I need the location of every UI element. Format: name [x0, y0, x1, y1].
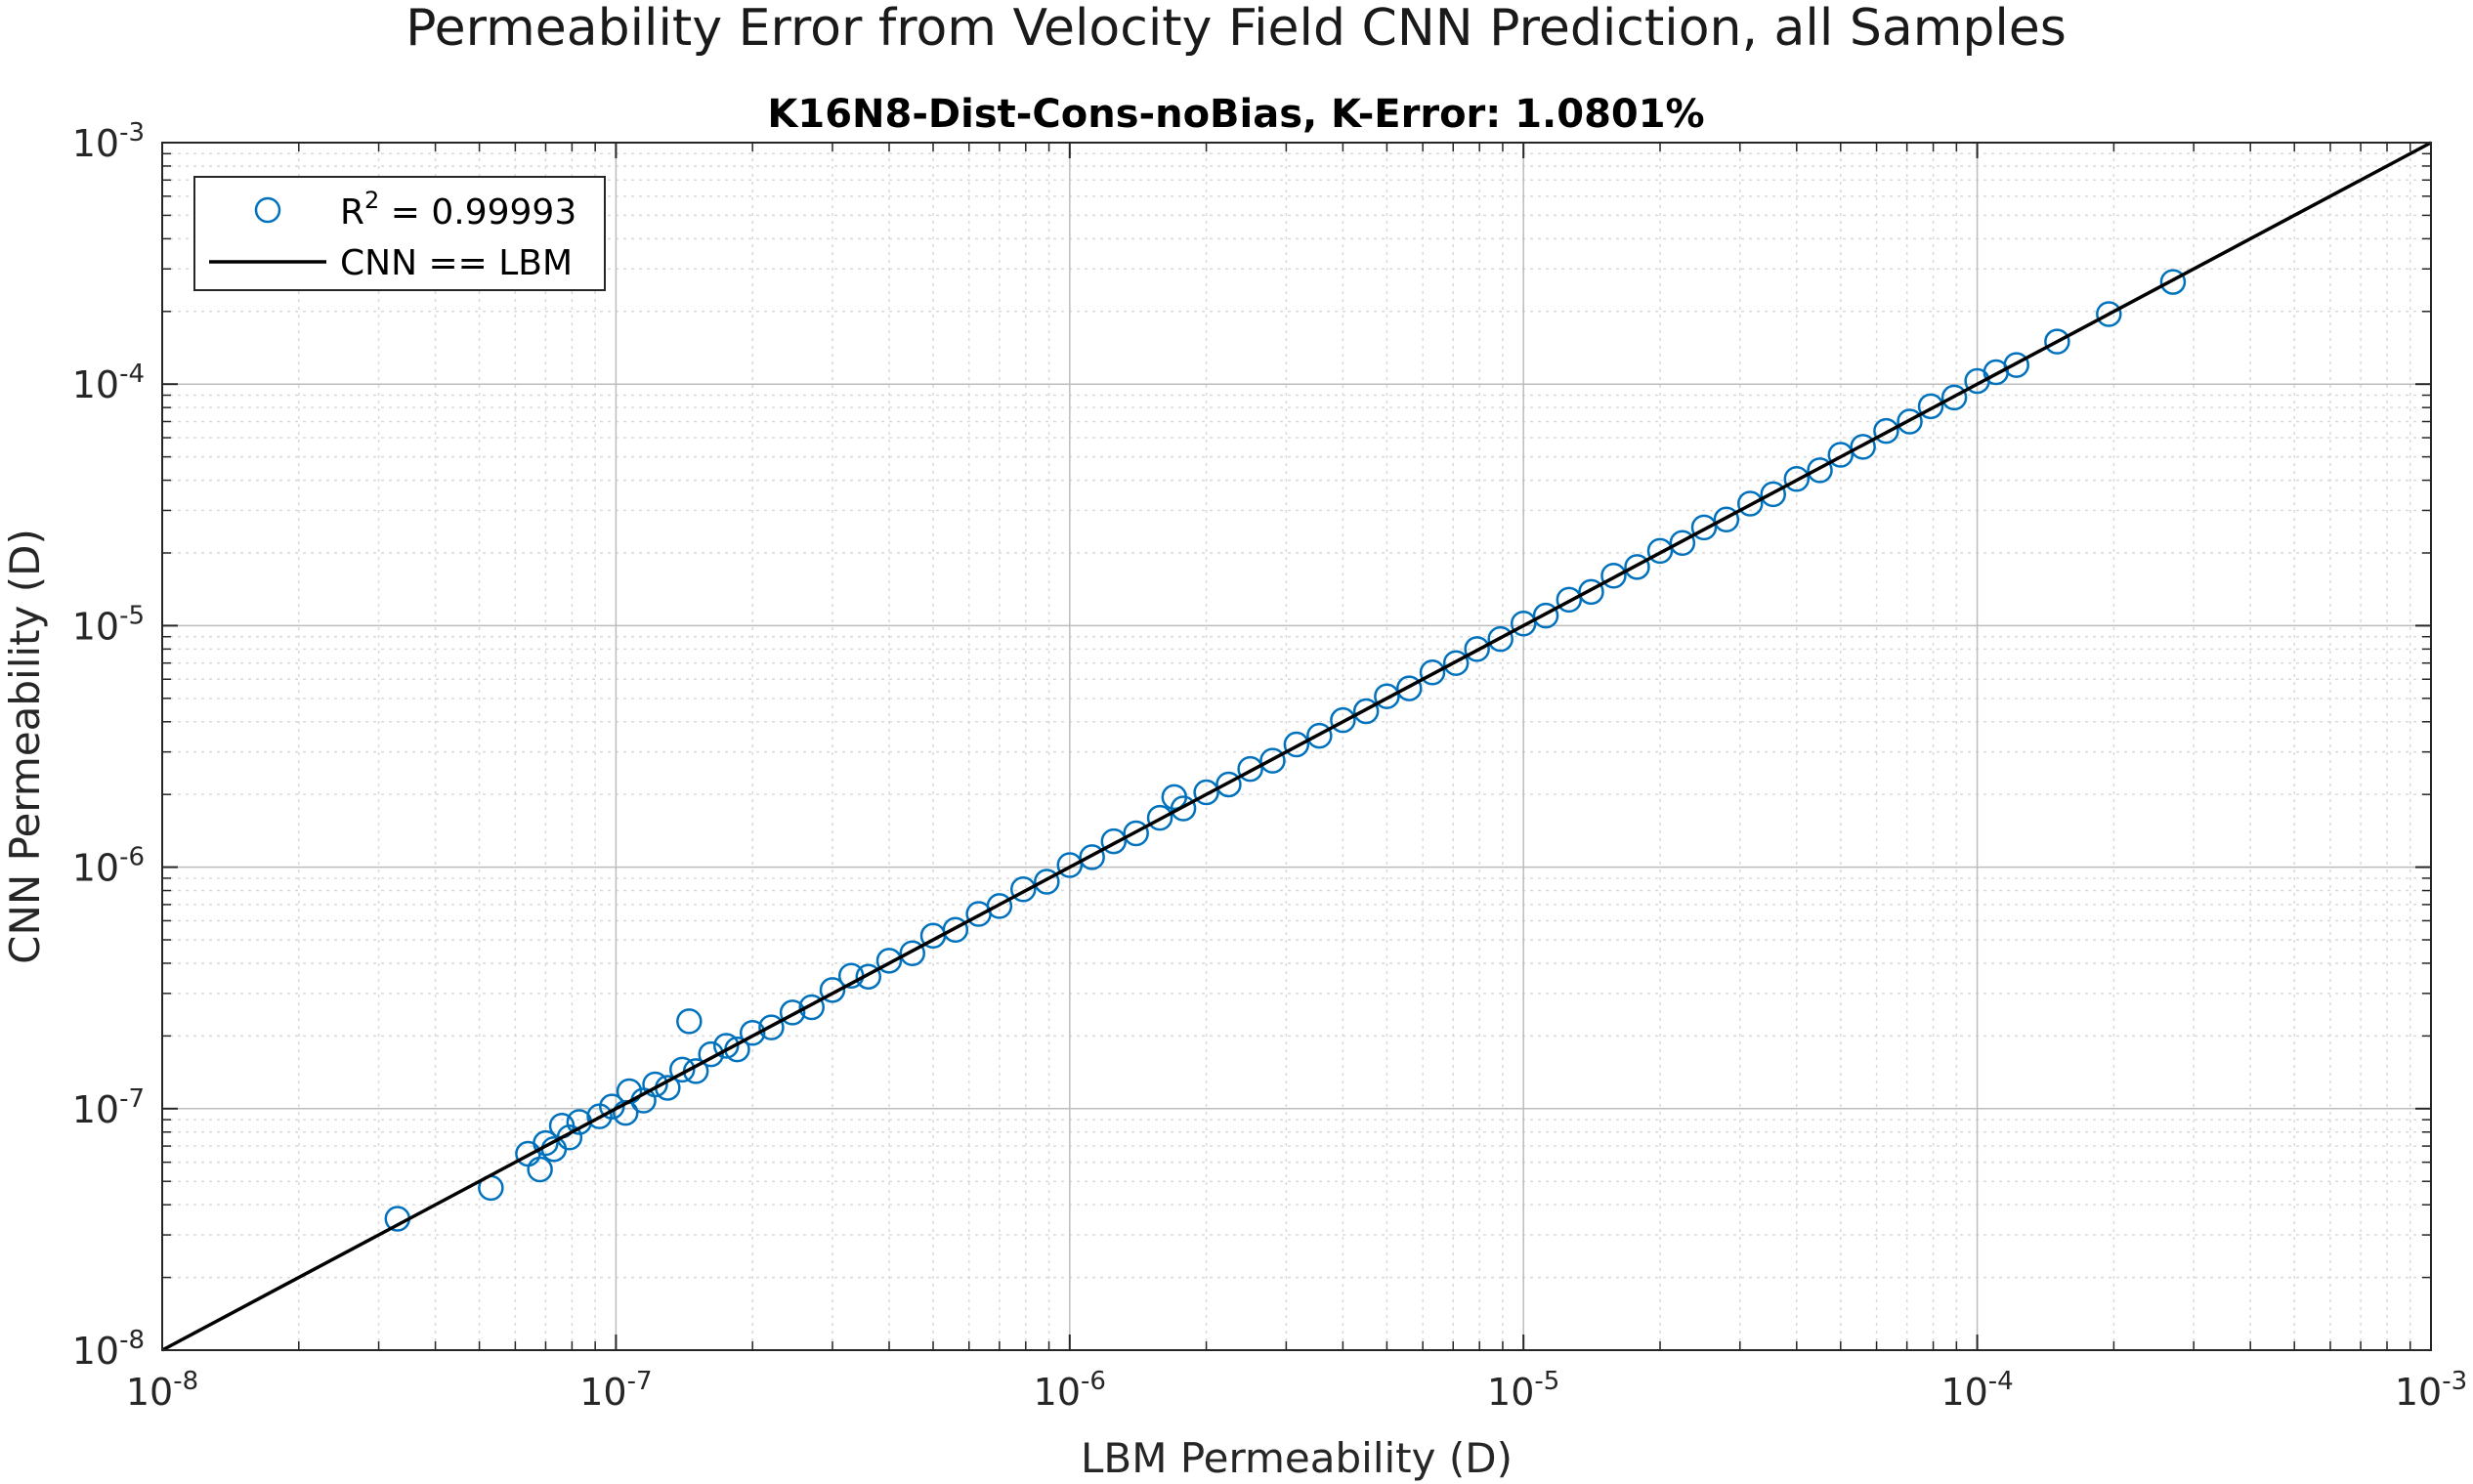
identity-line [161, 141, 2432, 1352]
data-point [1669, 530, 1696, 557]
data-point [669, 1056, 696, 1083]
y-tick-label: 10-7 [72, 1084, 145, 1131]
data-point [1283, 731, 1310, 758]
data-point [1532, 602, 1559, 629]
data-point [1010, 875, 1037, 903]
data-point [1259, 747, 1286, 774]
data-point [986, 893, 1013, 919]
data-point [942, 916, 969, 944]
data-point [1850, 434, 1876, 460]
x-tick-label: 10-3 [2395, 1367, 2467, 1414]
x-tick-labels: 10-8 10-7 10-6 10-5 10-4 10-3 [126, 1367, 2467, 1414]
data-point [1783, 465, 1811, 492]
data-point [1713, 506, 1740, 533]
y-tick-label: 10-5 [72, 601, 145, 648]
legend-r-value: = 0.99993 [379, 192, 576, 233]
data-point [1940, 384, 1968, 411]
data-point [819, 977, 846, 1003]
y-tick-label: 10-8 [72, 1326, 145, 1373]
chart-subtitle: K16N8-Dist-Cons-noBias, K-Error: 1.0801% [767, 92, 1704, 137]
y-axis-label: CNN Permeability (D) [1, 529, 49, 964]
data-point [2003, 352, 2029, 378]
data-point [739, 1019, 766, 1046]
chart-title: Permeability Error from Velocity Field C… [405, 0, 2067, 58]
data-point [1464, 636, 1490, 662]
y-tick-label: 10-6 [72, 843, 145, 890]
data-point [855, 963, 881, 990]
y-tick-labels: 10-8 10-7 10-6 10-5 10-4 10-3 [72, 118, 145, 1373]
data-point [1193, 779, 1219, 806]
scatter-series [384, 269, 2187, 1232]
legend-box [193, 176, 606, 291]
data-point [1419, 659, 1446, 686]
data-point [798, 994, 825, 1021]
data-point [1056, 852, 1084, 878]
data-point [698, 1040, 724, 1068]
data-point [1510, 611, 1537, 637]
data-point [527, 1156, 553, 1183]
data-point [642, 1071, 668, 1098]
data-point [1556, 586, 1583, 614]
data-point [779, 999, 806, 1026]
data-point [1396, 675, 1423, 701]
x-tick-label: 10-4 [1940, 1367, 2013, 1414]
data-point [1330, 706, 1356, 734]
data-point [1578, 578, 1604, 606]
data-point [1442, 650, 1470, 676]
data-point [1237, 755, 1263, 783]
data-point [1917, 393, 1944, 420]
data-point [1146, 804, 1173, 831]
data-point [1079, 844, 1105, 870]
data-point [1737, 490, 1764, 517]
data-point [2159, 269, 2187, 295]
data-point [1306, 722, 1333, 749]
legend-circle-marker [254, 196, 281, 224]
data-point [713, 1033, 740, 1059]
data-point [1807, 457, 1833, 484]
data-point [1690, 514, 1718, 541]
data-point [1100, 827, 1128, 855]
data-point [1034, 869, 1060, 895]
data-point [2044, 328, 2070, 355]
data-point [1827, 442, 1855, 468]
data-point [1170, 795, 1197, 822]
x-tick-label: 10-7 [579, 1367, 652, 1414]
data-point [1374, 683, 1400, 709]
y-tick-label: 10-4 [72, 360, 145, 406]
data-point [533, 1129, 559, 1157]
data-point [899, 940, 926, 966]
data-point [1487, 625, 1514, 653]
legend: R2 = 0.99993 CNN == LBM [193, 176, 606, 291]
data-point [1873, 417, 1899, 445]
data-point [1646, 537, 1674, 565]
data-point [875, 948, 903, 974]
x-axis-label: LBM Permeability (D) [1081, 1434, 1513, 1482]
data-point [1215, 771, 1242, 798]
x-tick-label: 10-6 [1034, 1367, 1106, 1414]
minor-grid [162, 143, 2431, 1350]
axis-ticks [161, 142, 2432, 1351]
data-point [1624, 554, 1650, 580]
data-point [1600, 563, 1627, 589]
x-tick-label: 10-5 [1487, 1367, 1559, 1414]
legend-entry-identity: CNN == LBM [340, 243, 573, 283]
axes-box [161, 142, 2432, 1351]
x-tick-label: 10-8 [126, 1367, 198, 1414]
y-tick-label: 10-3 [72, 118, 145, 165]
legend-entry-r-squared: R2 = 0.99993 [340, 187, 576, 233]
data-point [758, 1014, 785, 1040]
data-point [1352, 698, 1380, 725]
data-point [599, 1093, 625, 1120]
data-point [2096, 301, 2122, 327]
legend-r-superscript: 2 [364, 187, 379, 214]
data-point [676, 1008, 703, 1035]
data-point [1760, 481, 1786, 508]
data-point [556, 1124, 583, 1151]
legend-r-label: R [340, 192, 364, 233]
data-point [1897, 408, 1923, 435]
data-point [1123, 820, 1149, 847]
